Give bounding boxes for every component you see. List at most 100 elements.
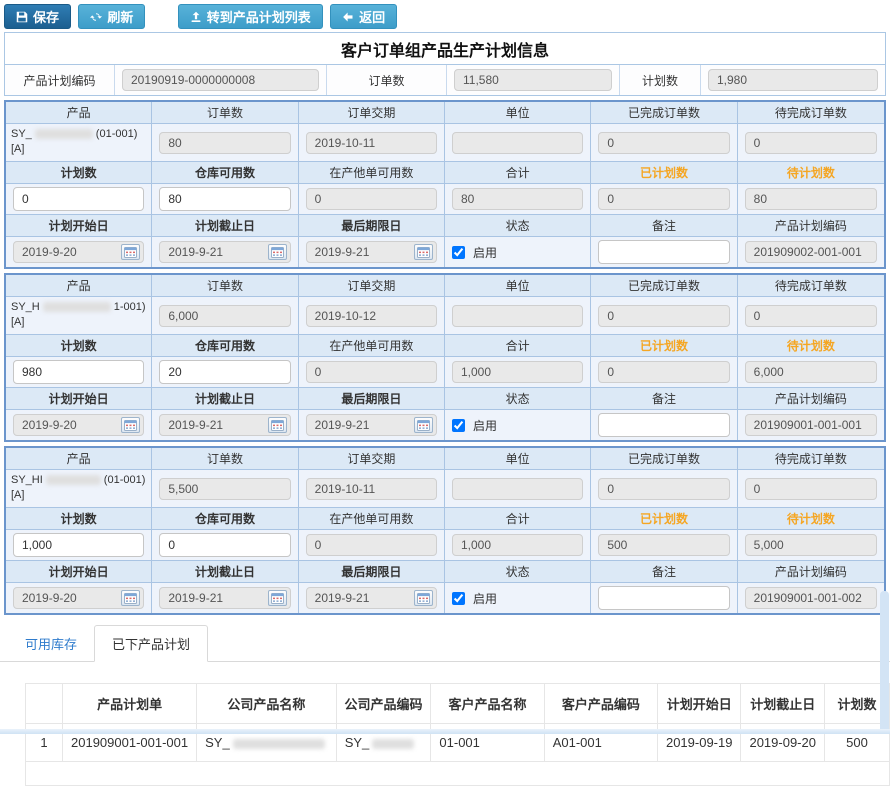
tab-available-inventory[interactable]: 可用库存 [25, 637, 78, 652]
status-label: 状态 [444, 215, 592, 236]
remark-input[interactable] [598, 240, 730, 264]
unit-input [451, 304, 584, 327]
order-due-label: 订单交期 [298, 275, 445, 296]
calendar-picker-button[interactable] [121, 244, 141, 260]
other-order-available-input [305, 188, 437, 210]
product-plan-block: 产品 订单数 订单交期 单位 已完成订单数 待完成订单数 SY_HI (01-00… [4, 446, 886, 615]
save-button[interactable]: 保存 [4, 4, 72, 29]
plan-start-date-input[interactable] [13, 414, 145, 436]
status-enabled-checkbox[interactable] [451, 245, 465, 259]
order-due-input [305, 477, 437, 500]
status-enabled-checkbox[interactable] [451, 418, 465, 432]
plan-group-code-label: 产品计划编码 [5, 65, 115, 95]
product-label: 产品 [6, 102, 153, 123]
tab-bar: 可用库存 已下产品计划 [0, 625, 890, 662]
plan-end-date-input[interactable] [159, 241, 291, 263]
plan-qty-input[interactable] [13, 187, 145, 211]
total-input [451, 534, 584, 556]
order-due-input [305, 304, 437, 327]
planned-qty-input [598, 188, 730, 210]
calendar-picker-button[interactable] [413, 244, 433, 260]
pending-order-qty-label: 待完成订单数 [737, 102, 884, 123]
completed-order-qty-input [598, 477, 730, 500]
to-plan-qty-input [744, 361, 877, 383]
column-header: 计划截止日 [740, 683, 825, 724]
completed-order-qty-label: 已完成订单数 [591, 102, 738, 123]
calendar-picker-button[interactable] [121, 590, 141, 606]
calendar-picker-button[interactable] [267, 417, 287, 433]
total-label: 合计 [444, 162, 592, 183]
plan-start-date-input[interactable] [13, 241, 145, 263]
redacted-text [232, 738, 325, 749]
pending-order-qty-label: 待完成订单数 [737, 275, 884, 296]
to-plan-qty-label: 待计划数 [737, 508, 884, 529]
order-qty-label: 订单数 [152, 448, 299, 469]
plan-end-date-input[interactable] [159, 587, 291, 609]
other-order-available-label: 在产他单可用数 [298, 508, 445, 529]
deadline-date-input[interactable] [305, 587, 437, 609]
calendar-picker-button[interactable] [413, 417, 433, 433]
order-due-input [305, 131, 437, 154]
plan-start-label: 计划开始日 [6, 215, 153, 236]
deadline-date-input[interactable] [305, 414, 437, 436]
warehouse-available-input[interactable] [159, 360, 291, 384]
plan-total-label: 计划数 [620, 65, 701, 95]
vertical-scrollbar[interactable] [880, 591, 889, 733]
to-plan-qty-label: 待计划数 [737, 162, 884, 183]
warehouse-available-input[interactable] [159, 187, 291, 211]
warehouse-available-label: 仓库可用数 [152, 508, 299, 529]
warehouse-available-input[interactable] [159, 533, 291, 557]
plan-code-label: 产品计划编码 [737, 561, 884, 582]
plan-end-date-input[interactable] [159, 414, 291, 436]
remark-input[interactable] [598, 586, 730, 610]
product-name: SY_HI (01-001) [A] [6, 470, 153, 507]
calendar-picker-button[interactable] [267, 590, 287, 606]
column-header: 公司产品编码 [335, 683, 432, 724]
remark-label: 备注 [591, 215, 738, 236]
pending-order-qty-input [744, 304, 877, 327]
product-plan-block: 产品 订单数 订单交期 单位 已完成订单数 待完成订单数 SY_H 1-001)[… [4, 273, 886, 442]
unit-input [451, 131, 584, 154]
back-button[interactable]: 返回 [330, 4, 398, 29]
bottom-tabs-section: 可用库存 已下产品计划 产品计划单 公司产品名称 公司产品编码 客户产品名称 客户产品编… [0, 625, 890, 786]
plan-code-input [744, 414, 877, 436]
calendar-picker-button[interactable] [413, 590, 433, 606]
plan-qty-input[interactable] [13, 533, 145, 557]
horizontal-scrollbar[interactable] [0, 729, 890, 734]
completed-order-qty-label: 已完成订单数 [591, 448, 738, 469]
redacted-text [42, 302, 111, 313]
plan-group-code-input [122, 69, 319, 91]
unit-input [451, 477, 584, 500]
other-order-available-input [305, 534, 437, 556]
warehouse-available-label: 仓库可用数 [152, 335, 299, 356]
planned-qty-input [598, 361, 730, 383]
plan-qty-label: 计划数 [6, 162, 153, 183]
column-header: 客户产品名称 [430, 683, 545, 724]
calendar-picker-button[interactable] [121, 417, 141, 433]
unit-label: 单位 [444, 102, 592, 123]
to-plan-qty-label: 待计划数 [737, 335, 884, 356]
pending-order-qty-input [744, 477, 877, 500]
planned-qty-label: 已计划数 [591, 508, 738, 529]
tab-placed-product-plans[interactable]: 已下产品计划 [94, 625, 209, 662]
placed-plans-panel: 产品计划单 公司产品名称 公司产品编码 客户产品名称 客户产品编码 计划开始日 计划截止日计… [0, 662, 890, 786]
remark-input[interactable] [598, 413, 730, 437]
plan-start-label: 计划开始日 [6, 388, 153, 409]
status-enabled-checkbox[interactable] [451, 591, 465, 605]
status-label: 状态 [444, 561, 592, 582]
plan-blocks-container: 产品 订单数 订单交期 单位 已完成订单数 待完成订单数 SY_ (01-001)… [4, 100, 886, 615]
refresh-button[interactable]: 刷新 [78, 4, 146, 29]
order-qty-input [159, 304, 291, 327]
plan-start-date-input[interactable] [13, 587, 145, 609]
order-total-label: 订单数 [327, 65, 447, 95]
column-header: 计划开始日 [656, 683, 742, 724]
other-order-available-label: 在产他单可用数 [298, 162, 445, 183]
goto-plan-list-button[interactable]: 转到产品计划列表 [177, 4, 323, 29]
deadline-date-input[interactable] [305, 241, 437, 263]
column-header: 客户产品编码 [543, 683, 658, 724]
to-plan-qty-input [744, 534, 877, 556]
plan-qty-input[interactable] [13, 360, 145, 384]
calendar-picker-button[interactable] [267, 244, 287, 260]
toolbar: 保存 刷新 转到产品计划列表 返回 [0, 0, 890, 32]
plan-end-label: 计划截止日 [152, 215, 299, 236]
